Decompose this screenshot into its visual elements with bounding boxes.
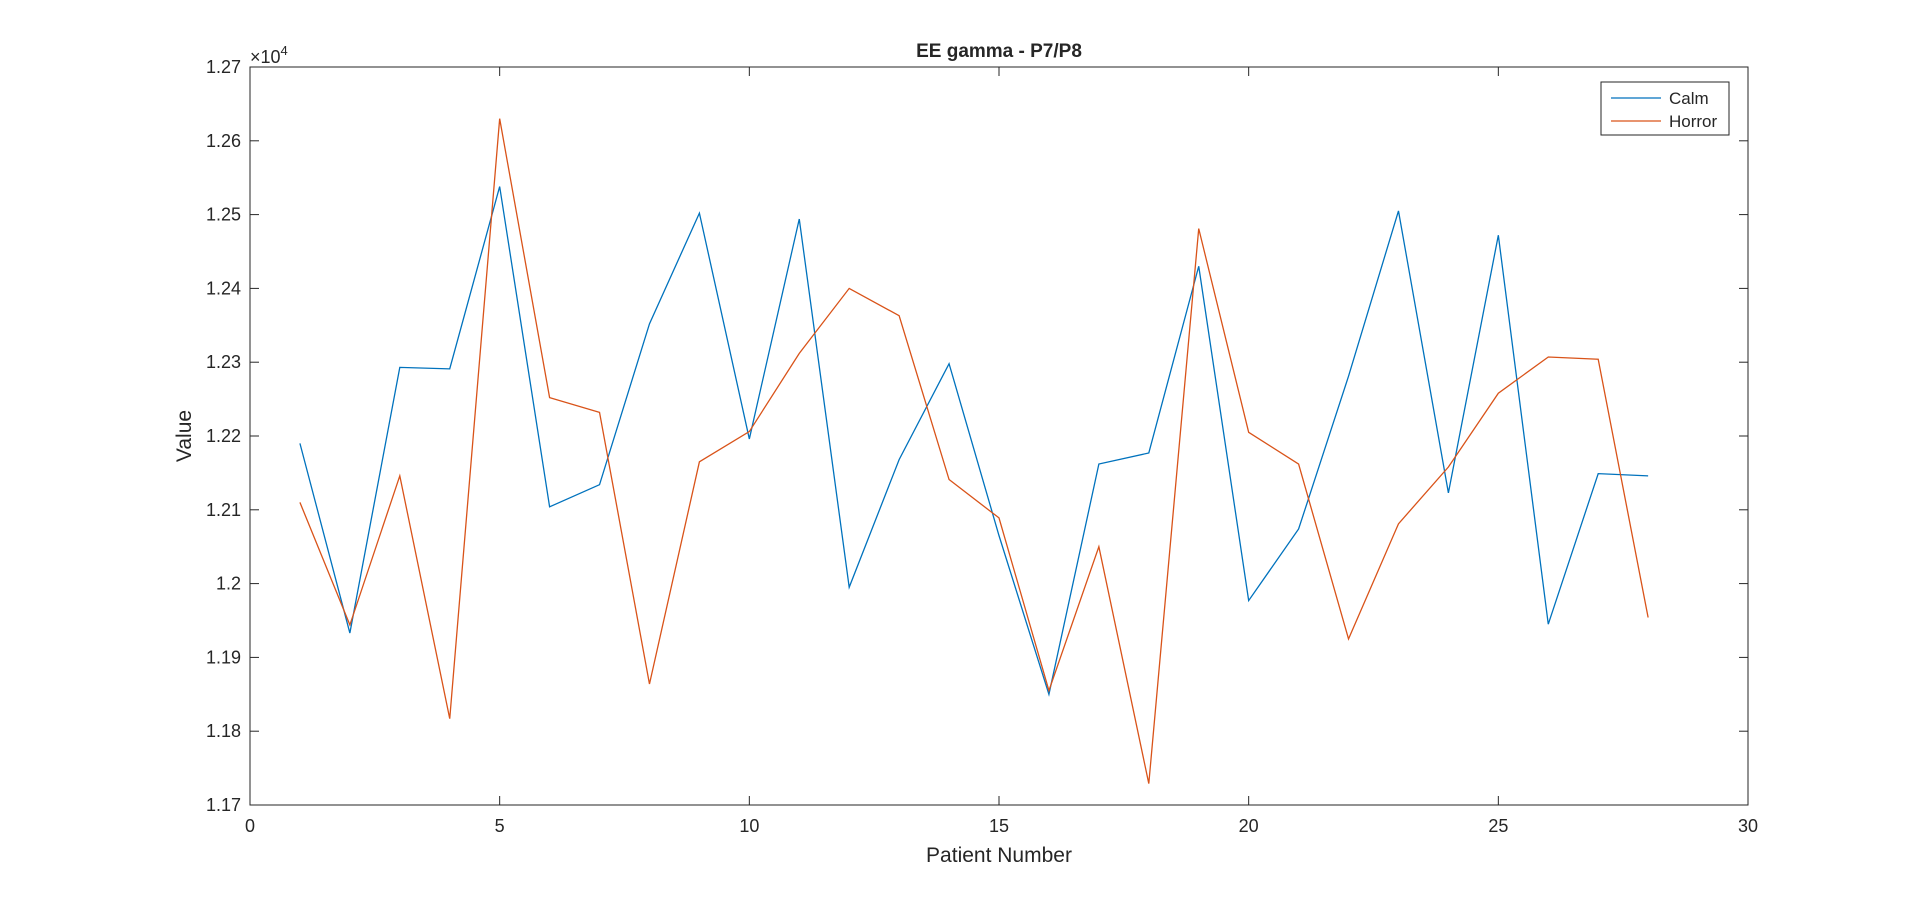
plot-area [249, 66, 1749, 806]
x-tick-label: 0 [245, 816, 255, 836]
y-tick-label: 1.24 [206, 278, 241, 298]
y-axis-exponent-base: ×10 [250, 47, 281, 67]
series-line-horror [299, 118, 1649, 784]
chart-title: EE gamma - P7/P8 [916, 41, 1082, 62]
x-tick-label: 20 [1239, 816, 1259, 836]
y-tick-label: 1.23 [206, 352, 241, 372]
legend-box [1600, 81, 1730, 136]
legend-label-calm: Calm [1669, 89, 1709, 108]
series-line-calm [299, 186, 1649, 697]
y-axis-exponent-power: 4 [281, 43, 288, 58]
x-axis-title: Patient Number [926, 844, 1072, 867]
y-tick-label: 1.22 [206, 426, 241, 446]
x-tick-label: 5 [495, 816, 505, 836]
y-tick-label: 1.21 [206, 500, 241, 520]
legend-label-horror: Horror [1669, 112, 1718, 131]
y-tick-label: 1.26 [206, 131, 241, 151]
axis-ticks: 0 5 10 15 20 25 30 1.17 1.18 1.19 1.2 1.21 1.22 1.23 1… [206, 57, 1758, 836]
y-tick-label: 1.27 [206, 57, 241, 77]
x-tick-label: 15 [989, 816, 1009, 836]
y-tick-label: 1.2 [216, 574, 241, 594]
y-tick-label: 1.25 [206, 205, 241, 225]
x-tick-label: 30 [1738, 816, 1758, 836]
x-tick-label: 10 [739, 816, 759, 836]
y-tick-label: 1.17 [206, 795, 241, 815]
y-tick-label: 1.18 [206, 721, 241, 741]
y-tick-label: 1.19 [206, 647, 241, 667]
legend: Calm Horror [1600, 81, 1730, 136]
y-axis-exponent: ×104 [250, 43, 288, 67]
series-lines [299, 118, 1649, 784]
x-tick-label: 25 [1488, 816, 1508, 836]
y-axis-title: Value [173, 410, 196, 462]
